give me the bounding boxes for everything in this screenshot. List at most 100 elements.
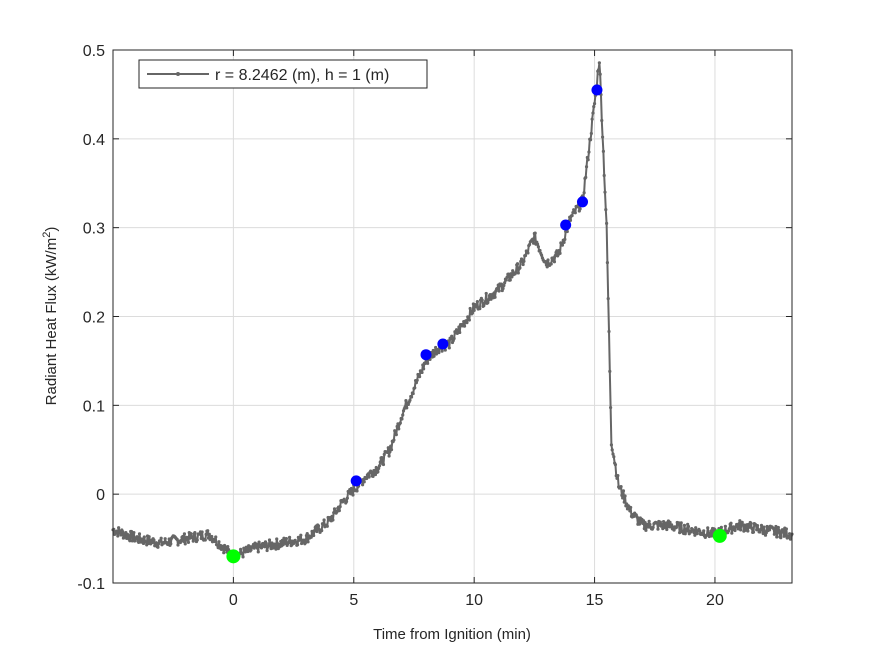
series-point xyxy=(480,298,484,302)
series-point xyxy=(159,536,163,540)
series-point xyxy=(670,523,674,527)
series-point xyxy=(434,352,439,356)
series-point xyxy=(738,519,742,523)
series-point xyxy=(584,175,588,179)
series-point xyxy=(737,522,741,526)
series-point xyxy=(457,325,461,329)
series-point xyxy=(288,539,292,543)
series-point xyxy=(142,535,146,539)
series-point xyxy=(586,158,590,162)
series-point xyxy=(401,413,405,417)
series-point xyxy=(374,465,378,470)
series-point xyxy=(126,533,130,538)
series-point xyxy=(422,367,426,371)
series-point xyxy=(282,536,286,540)
series-point xyxy=(116,534,120,538)
series-point xyxy=(552,260,557,264)
series-point xyxy=(256,550,260,554)
series-point xyxy=(497,289,501,293)
series-point xyxy=(468,306,472,311)
series-point xyxy=(628,509,632,513)
series-point xyxy=(299,533,303,537)
series-point xyxy=(179,538,183,543)
series-point xyxy=(182,532,187,536)
series-point xyxy=(470,311,475,315)
series-point xyxy=(362,480,366,484)
series-point xyxy=(381,462,386,467)
series-point xyxy=(327,518,331,522)
series-point xyxy=(600,118,604,123)
series-point xyxy=(447,346,451,350)
series-point xyxy=(215,543,219,547)
series-point xyxy=(436,348,440,352)
series-point xyxy=(265,548,269,553)
series-point xyxy=(643,520,647,525)
series-point xyxy=(578,207,582,211)
series-point xyxy=(325,524,329,528)
series-point xyxy=(674,525,679,529)
series-point xyxy=(426,361,430,365)
series-point xyxy=(156,545,160,549)
series-point xyxy=(706,526,710,530)
series-point xyxy=(204,532,208,536)
series-point xyxy=(604,208,608,212)
series-point xyxy=(239,547,243,551)
series-point xyxy=(200,530,204,534)
series-point xyxy=(183,542,187,546)
series-point xyxy=(137,532,142,536)
series-point xyxy=(309,535,313,539)
x-tick-label: 5 xyxy=(349,592,358,609)
series-point xyxy=(709,529,713,533)
series-point xyxy=(507,272,511,276)
series-point xyxy=(241,555,245,559)
series-point xyxy=(641,521,645,525)
series-point xyxy=(117,526,121,530)
series-point xyxy=(587,150,591,154)
series-point xyxy=(516,271,520,275)
series-point xyxy=(736,527,740,531)
series-point xyxy=(692,531,696,535)
series-point xyxy=(150,540,154,545)
series-point xyxy=(337,509,341,513)
series-point xyxy=(562,240,566,244)
series-point xyxy=(503,281,507,285)
series-point xyxy=(158,539,162,543)
series-point xyxy=(176,543,180,547)
series-point xyxy=(767,528,772,532)
series-point xyxy=(157,541,161,546)
series-point xyxy=(226,544,230,549)
series-point xyxy=(719,525,723,529)
series-point xyxy=(514,270,518,274)
series-point xyxy=(730,531,734,535)
series-point xyxy=(195,538,199,542)
series-point xyxy=(665,527,669,532)
series-point xyxy=(394,433,398,437)
blue-marker xyxy=(591,84,603,96)
series-point xyxy=(504,278,508,282)
series-point xyxy=(274,547,278,551)
series-point xyxy=(240,552,244,556)
series-point xyxy=(493,295,497,299)
series-point xyxy=(739,528,743,532)
series-point xyxy=(763,533,768,537)
series-point xyxy=(755,524,760,528)
series-point xyxy=(784,527,788,531)
series-point xyxy=(304,540,308,545)
series-point xyxy=(515,262,520,266)
series-point xyxy=(437,351,441,355)
series-point xyxy=(533,231,537,235)
series-point xyxy=(405,406,409,410)
series-point xyxy=(281,543,285,547)
series-point xyxy=(397,427,401,431)
series-point xyxy=(182,539,186,543)
series-point xyxy=(536,245,540,249)
series-point xyxy=(686,524,691,529)
series-point xyxy=(249,548,253,552)
series-point xyxy=(389,448,394,452)
series-point xyxy=(361,483,365,487)
series-point xyxy=(555,249,559,253)
series-point xyxy=(131,536,135,540)
series-point xyxy=(723,524,727,528)
series-point xyxy=(119,533,123,537)
